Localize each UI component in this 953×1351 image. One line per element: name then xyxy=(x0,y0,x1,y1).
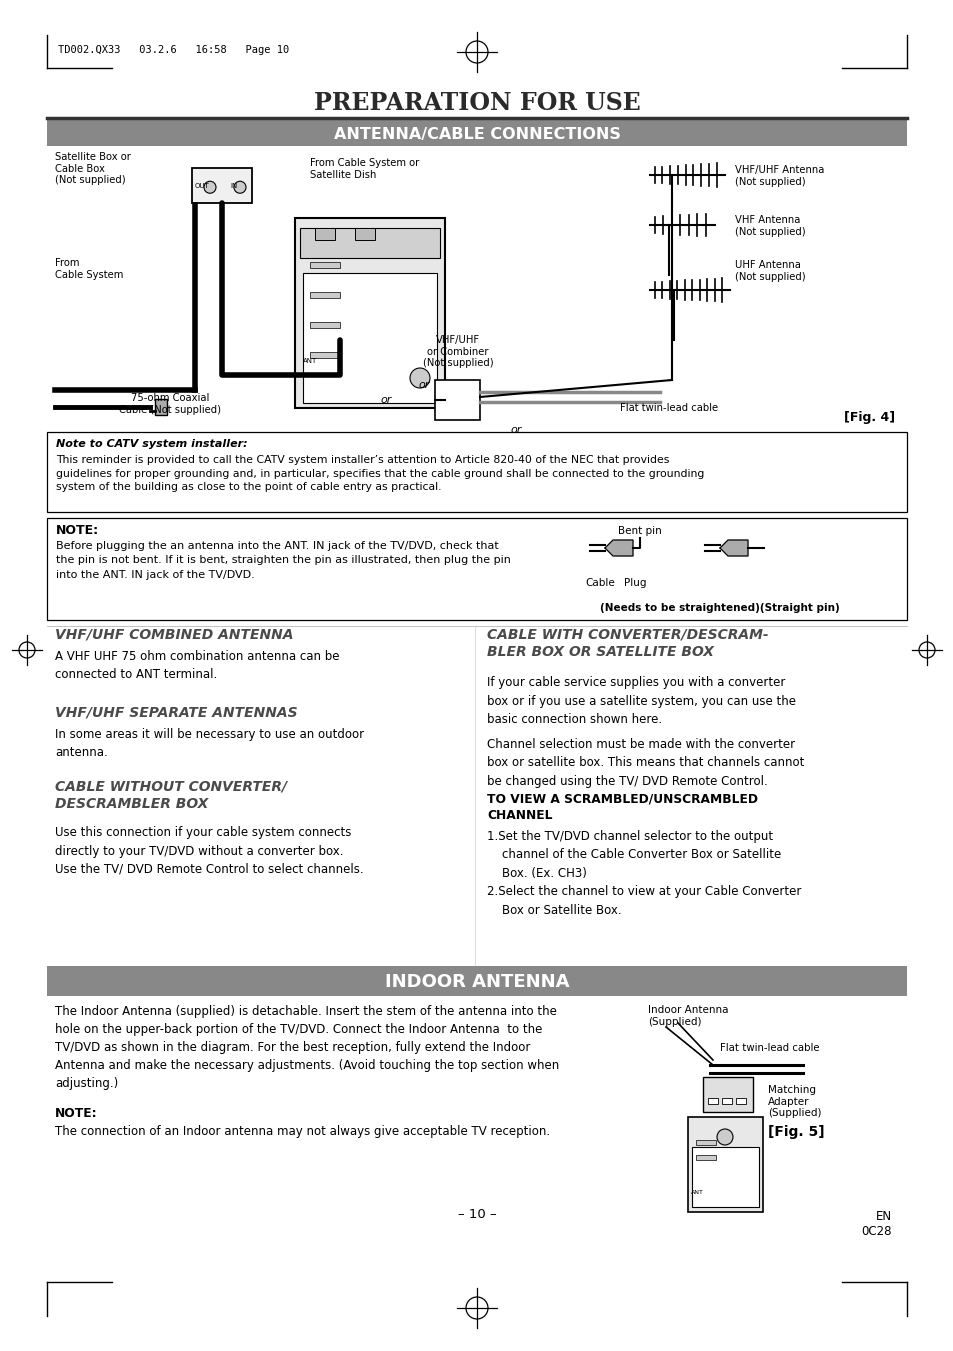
Text: TD002.QX33   03.2.6   16:58   Page 10: TD002.QX33 03.2.6 16:58 Page 10 xyxy=(58,45,289,55)
Text: TO VIEW A SCRAMBLED/UNSCRAMBLED
CHANNEL: TO VIEW A SCRAMBLED/UNSCRAMBLED CHANNEL xyxy=(486,793,758,821)
Text: ANTENNA/CABLE CONNECTIONS: ANTENNA/CABLE CONNECTIONS xyxy=(334,127,619,142)
Bar xyxy=(435,380,479,420)
Text: VHF Antenna
(Not supplied): VHF Antenna (Not supplied) xyxy=(734,215,804,236)
Text: or: or xyxy=(510,426,521,435)
Circle shape xyxy=(204,181,215,193)
Text: or: or xyxy=(379,394,391,405)
Text: or: or xyxy=(418,380,430,390)
Text: Channel selection must be made with the converter
box or satellite box. This mea: Channel selection must be made with the … xyxy=(486,738,803,788)
Text: [Fig. 5]: [Fig. 5] xyxy=(767,1125,823,1139)
Text: 75-ohm Coaxial
Cable (Not supplied): 75-ohm Coaxial Cable (Not supplied) xyxy=(119,393,221,415)
Text: The connection of an Indoor antenna may not always give acceptable TV reception.: The connection of an Indoor antenna may … xyxy=(55,1125,550,1138)
Text: (Needs to be straightened)(Straight pin): (Needs to be straightened)(Straight pin) xyxy=(599,603,839,613)
Bar xyxy=(310,292,339,299)
Text: VHF/UHF COMBINED ANTENNA: VHF/UHF COMBINED ANTENNA xyxy=(55,628,294,642)
Text: A VHF UHF 75 ohm combination antenna can be
connected to ANT terminal.: A VHF UHF 75 ohm combination antenna can… xyxy=(55,650,339,681)
Bar xyxy=(314,228,335,240)
Text: Satellite Box or
Cable Box
(Not supplied): Satellite Box or Cable Box (Not supplied… xyxy=(55,153,131,185)
Text: VHF/UHF Antenna
(Not supplied): VHF/UHF Antenna (Not supplied) xyxy=(734,165,823,186)
Circle shape xyxy=(410,367,430,388)
Text: [Fig. 4]: [Fig. 4] xyxy=(843,412,894,424)
Text: Indoor Antenna
(Supplied): Indoor Antenna (Supplied) xyxy=(647,1005,728,1027)
Text: – 10 –: – 10 – xyxy=(457,1209,496,1221)
Bar xyxy=(310,322,339,328)
Text: VHF/UHF
or Combiner
(Not supplied): VHF/UHF or Combiner (Not supplied) xyxy=(422,335,493,369)
Bar xyxy=(707,1098,718,1104)
Text: ANT: ANT xyxy=(690,1190,703,1196)
Text: Use this connection if your cable system connects
directly to your TV/DVD withou: Use this connection if your cable system… xyxy=(55,825,363,875)
Text: VHF/UHF SEPARATE ANTENNAS: VHF/UHF SEPARATE ANTENNAS xyxy=(55,707,297,720)
Bar xyxy=(294,218,444,408)
Text: Matching
Adapter
(Supplied): Matching Adapter (Supplied) xyxy=(767,1085,821,1119)
Bar xyxy=(47,432,906,512)
Bar xyxy=(721,1098,731,1104)
Bar xyxy=(47,517,906,620)
Text: In some areas it will be necessary to use an outdoor
antenna.: In some areas it will be necessary to us… xyxy=(55,728,364,759)
Text: Flat twin-lead cable: Flat twin-lead cable xyxy=(619,403,718,413)
Bar xyxy=(47,966,906,996)
Bar xyxy=(735,1098,745,1104)
Bar xyxy=(691,1147,759,1206)
Text: NOTE:: NOTE: xyxy=(56,524,99,536)
Text: This reminder is provided to call the CATV system installer’s attention to Artic: This reminder is provided to call the CA… xyxy=(56,455,703,492)
Bar xyxy=(696,1155,716,1161)
Text: From
Cable System: From Cable System xyxy=(55,258,123,280)
Text: Note to CATV system installer:: Note to CATV system installer: xyxy=(56,439,248,449)
Bar xyxy=(355,228,375,240)
Text: If your cable service supplies you with a converter
box or if you use a satellit: If your cable service supplies you with … xyxy=(486,676,795,725)
Text: NOTE:: NOTE: xyxy=(55,1106,97,1120)
Bar xyxy=(154,399,167,415)
Text: UHF Antenna
(Not supplied): UHF Antenna (Not supplied) xyxy=(734,259,804,281)
Bar xyxy=(299,228,439,258)
Circle shape xyxy=(233,181,246,193)
Text: Flat twin-lead cable: Flat twin-lead cable xyxy=(720,1043,819,1052)
Text: ANT: ANT xyxy=(303,358,317,363)
Text: INDOOR ANTENNA: INDOOR ANTENNA xyxy=(384,973,569,992)
Text: Cable: Cable xyxy=(584,578,615,588)
Text: CABLE WITHOUT CONVERTER/
DESCRAMBLER BOX: CABLE WITHOUT CONVERTER/ DESCRAMBLER BOX xyxy=(55,780,287,812)
Bar xyxy=(687,1117,762,1212)
Text: PREPARATION FOR USE: PREPARATION FOR USE xyxy=(314,91,639,115)
Text: 1.Set the TV/DVD channel selector to the output
    channel of the Cable Convert: 1.Set the TV/DVD channel selector to the… xyxy=(486,830,801,917)
Bar xyxy=(303,273,436,403)
Bar xyxy=(310,353,339,358)
Bar xyxy=(192,168,252,203)
Text: OUT: OUT xyxy=(194,184,209,189)
Text: EN
0C28: EN 0C28 xyxy=(861,1210,891,1238)
Bar xyxy=(702,1077,752,1112)
Bar xyxy=(696,1140,716,1146)
Circle shape xyxy=(717,1129,732,1146)
Text: CABLE WITH CONVERTER/DESCRAM-
BLER BOX OR SATELLITE BOX: CABLE WITH CONVERTER/DESCRAM- BLER BOX O… xyxy=(486,628,768,659)
Text: Bent pin: Bent pin xyxy=(618,526,661,536)
Text: The Indoor Antenna (supplied) is detachable. Insert the stem of the antenna into: The Indoor Antenna (supplied) is detacha… xyxy=(55,1005,558,1090)
Polygon shape xyxy=(720,540,747,557)
Bar xyxy=(310,262,339,267)
Polygon shape xyxy=(604,540,633,557)
Bar xyxy=(47,120,906,146)
Text: From Cable System or
Satellite Dish: From Cable System or Satellite Dish xyxy=(310,158,418,180)
Text: IN: IN xyxy=(230,184,237,189)
Text: Plug: Plug xyxy=(623,578,645,588)
Text: Before plugging the an antenna into the ANT. IN jack of the TV/DVD, check that
t: Before plugging the an antenna into the … xyxy=(56,540,511,580)
